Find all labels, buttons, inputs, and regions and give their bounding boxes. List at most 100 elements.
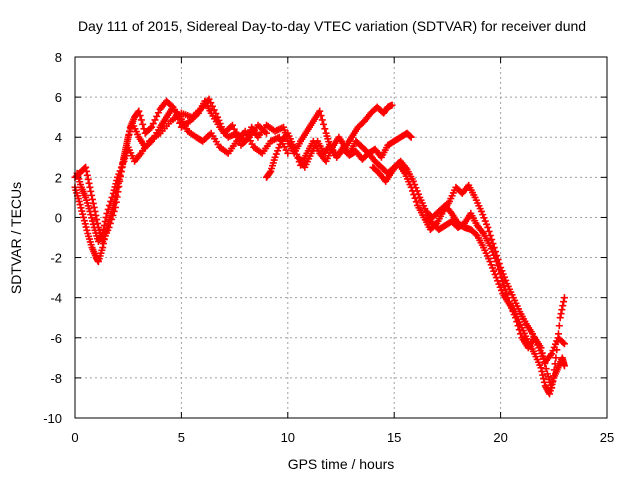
data-point	[94, 219, 102, 227]
data-point	[542, 365, 550, 373]
y-tick-label: -4	[50, 291, 62, 306]
data-point	[214, 113, 222, 121]
data-point	[501, 286, 509, 294]
data-point	[119, 160, 127, 168]
x-tick-label: 15	[387, 430, 401, 445]
data-point	[88, 217, 96, 225]
data-point	[513, 318, 521, 326]
data-point	[111, 183, 119, 191]
data-point	[208, 102, 216, 110]
data-point	[89, 220, 97, 228]
y-axis-label: SDTVAR / TECUs	[8, 182, 24, 294]
data-point	[480, 214, 488, 222]
y-tick-label: -2	[50, 251, 62, 266]
data-point	[232, 129, 240, 137]
data-point	[113, 177, 121, 185]
data-point	[500, 282, 508, 290]
data-point	[491, 254, 499, 262]
data-point	[88, 195, 96, 203]
data-point	[486, 242, 494, 250]
x-tick-label: 0	[71, 430, 78, 445]
data-point	[499, 278, 507, 286]
axis-ticks: 0 5 10 15 20 25 -10 -8 -6 -4 -2 0 2 4 6 8	[43, 50, 614, 445]
data-point	[151, 116, 159, 124]
data-point	[205, 95, 213, 103]
data-point	[109, 189, 117, 197]
data-point	[90, 203, 98, 211]
data-point	[154, 109, 162, 117]
data-point	[321, 125, 329, 133]
data-point	[106, 219, 114, 227]
data-point	[114, 188, 122, 196]
data-point	[101, 217, 109, 225]
data-point	[412, 198, 420, 206]
data-point	[508, 304, 516, 312]
data-point	[80, 217, 88, 225]
data-point	[100, 225, 108, 233]
data-point	[472, 230, 480, 238]
data-point	[489, 264, 497, 272]
data-point	[82, 163, 90, 171]
data-point	[318, 116, 326, 124]
data-point	[560, 362, 568, 370]
data-point	[116, 167, 124, 175]
grid-lines	[75, 57, 607, 418]
data-point	[388, 101, 396, 109]
data-point	[82, 167, 90, 175]
data-point	[481, 217, 489, 225]
data-point	[410, 191, 418, 199]
data-point	[230, 125, 238, 133]
data-point	[105, 223, 113, 231]
data-point	[538, 349, 546, 357]
data-point	[80, 213, 88, 221]
data-point	[88, 191, 96, 199]
data-point	[539, 371, 547, 379]
data-point	[82, 223, 90, 231]
data-point	[275, 144, 283, 152]
data-point	[108, 215, 116, 223]
data-point	[284, 149, 292, 157]
data-point	[549, 378, 557, 386]
data-point	[494, 277, 502, 285]
data-point	[411, 194, 419, 202]
data-point	[487, 261, 495, 269]
data-point	[488, 236, 496, 244]
data-point	[84, 175, 92, 183]
series-track-3	[73, 95, 271, 246]
data-point	[510, 311, 518, 319]
data-point	[149, 120, 157, 128]
data-point	[274, 147, 282, 155]
chart-title: Day 111 of 2015, Sidereal Day-to-day VTE…	[78, 18, 586, 34]
data-point	[497, 286, 505, 294]
data-point	[92, 211, 100, 219]
data-point	[108, 193, 116, 201]
data-point	[538, 367, 546, 375]
data-point	[537, 344, 545, 352]
data-point	[495, 280, 503, 288]
data-point	[558, 306, 566, 314]
data-point	[107, 197, 115, 205]
data-point	[555, 322, 563, 330]
y-tick-label: -6	[50, 331, 62, 346]
data-point	[541, 359, 549, 367]
data-point	[276, 140, 284, 148]
data-point	[87, 187, 95, 195]
x-axis-label: GPS time / hours	[288, 456, 395, 472]
data-point	[81, 220, 89, 228]
y-tick-label: 0	[55, 210, 62, 225]
data-point	[549, 347, 557, 355]
data-point	[234, 133, 242, 141]
data-point	[136, 112, 144, 120]
data-point	[76, 201, 84, 209]
data-point	[266, 169, 274, 177]
x-tick-label: 20	[493, 430, 507, 445]
data-point	[496, 283, 504, 291]
data-point	[111, 203, 119, 211]
data-point	[217, 123, 225, 131]
data-point	[546, 390, 554, 398]
x-tick-label: 25	[600, 430, 614, 445]
data-point	[320, 120, 328, 128]
series-track-6	[294, 137, 568, 398]
data-point	[104, 205, 112, 213]
